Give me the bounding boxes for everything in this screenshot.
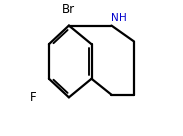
Text: Br: Br: [62, 3, 75, 16]
Text: F: F: [30, 91, 36, 104]
Text: N: N: [111, 13, 119, 23]
Text: H: H: [119, 13, 127, 23]
